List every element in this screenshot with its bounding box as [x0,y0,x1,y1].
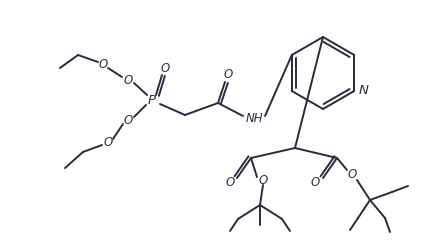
Text: O: O [225,176,235,189]
Text: O: O [123,113,133,127]
Text: O: O [103,136,113,149]
Text: P: P [148,93,156,106]
Text: N: N [358,84,368,98]
Text: NH: NH [246,112,264,124]
Text: O: O [160,61,170,75]
Text: O: O [347,168,357,182]
Text: O: O [98,59,108,71]
Text: O: O [223,68,233,82]
Text: O: O [123,74,133,86]
Text: O: O [258,174,268,187]
Text: O: O [310,176,319,189]
